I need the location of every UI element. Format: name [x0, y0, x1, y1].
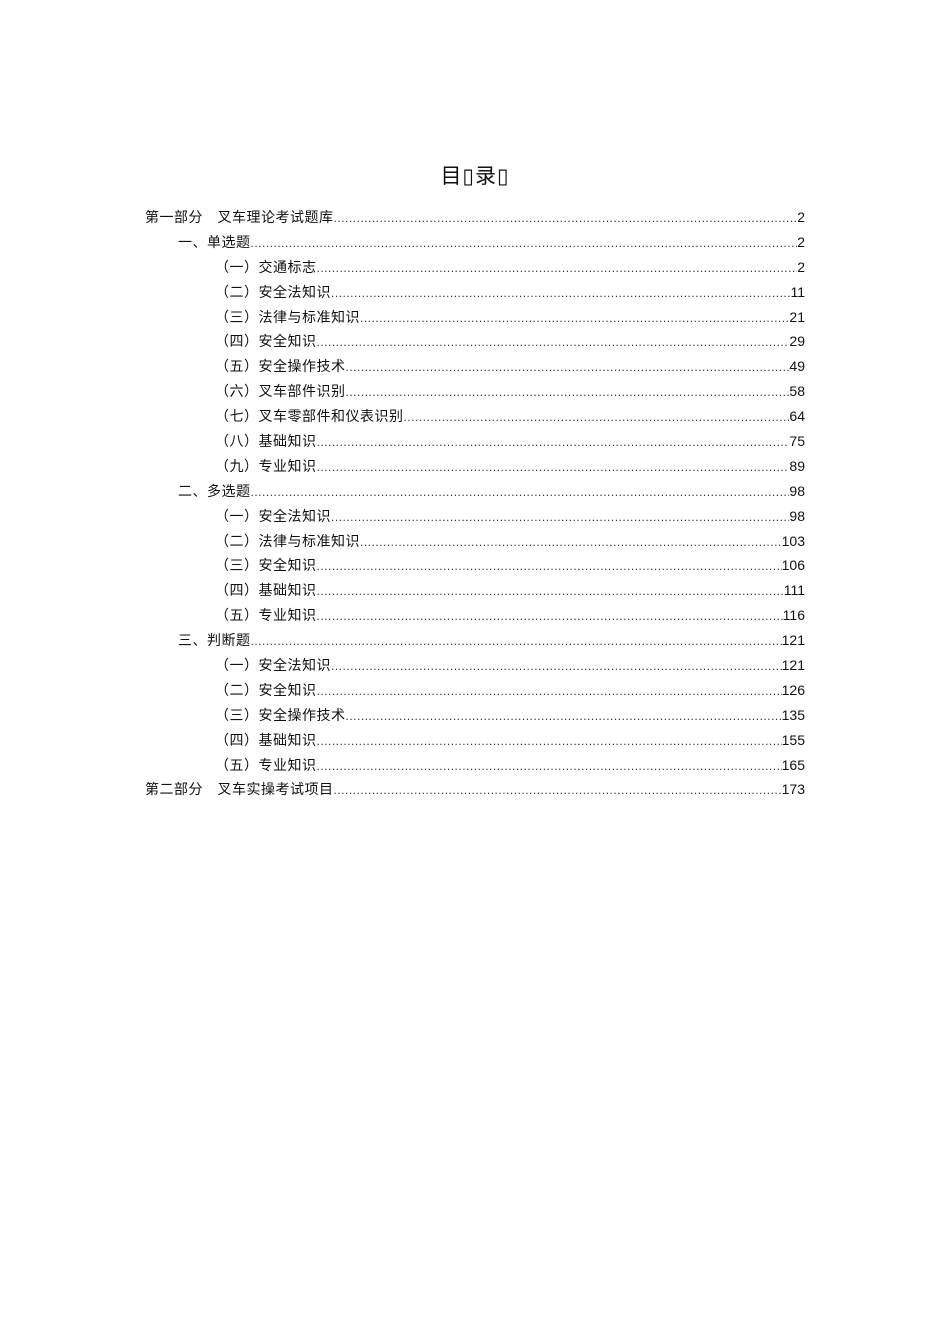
- toc-entry[interactable]: （三）安全知识 106: [145, 553, 805, 578]
- toc-entry[interactable]: （一）交通标志 2: [145, 255, 805, 280]
- toc-title: 目▯录▯: [440, 164, 510, 188]
- dot-leader: [317, 579, 784, 604]
- dot-leader: [317, 430, 790, 455]
- toc-entry-label: （四）安全知识: [215, 334, 317, 351]
- toc-entry-page: 21: [789, 308, 805, 325]
- toc-entry-page: 64: [789, 408, 805, 425]
- dot-leader: [331, 654, 782, 679]
- dot-leader: [317, 256, 798, 281]
- toc-entry-page: 116: [782, 607, 805, 624]
- dot-leader: [317, 754, 782, 779]
- toc-entry-label: （四）基础知识: [215, 732, 317, 749]
- dot-leader: [331, 505, 789, 530]
- toc-entry[interactable]: （六）叉车部件识别 58: [145, 379, 805, 404]
- toc-entry-label: （四）基础知识: [215, 583, 317, 600]
- toc-entry[interactable]: 第二部分 叉车实操考试项目 173: [145, 777, 805, 802]
- table-of-contents: 第一部分 叉车理论考试题库 2 一、单选题 2 （一）交通标志 2 （二）安全法知识 11 （三…: [145, 205, 805, 802]
- dot-leader: [334, 206, 798, 231]
- toc-entry-label: （一）交通标志: [215, 259, 317, 276]
- dot-leader: [331, 281, 790, 306]
- toc-entry[interactable]: （二）安全法知识 11: [145, 280, 805, 305]
- toc-entry-page: 2: [797, 209, 805, 225]
- toc-entry[interactable]: （二）法律与标准知识 103: [145, 529, 805, 554]
- dot-leader: [334, 778, 782, 803]
- toc-entry-label: 一、单选题: [178, 234, 251, 251]
- dot-leader: [317, 604, 783, 629]
- toc-entry-label: 第二部分 叉车实操考试项目: [145, 782, 334, 799]
- dot-leader: [404, 405, 790, 430]
- toc-entry[interactable]: （三）安全操作技术 135: [145, 703, 805, 728]
- dot-leader: [360, 530, 782, 555]
- toc-entry-page: 89: [789, 457, 805, 474]
- toc-entry-page: 126: [781, 681, 805, 698]
- toc-entry[interactable]: （八）基础知识 75: [145, 429, 805, 454]
- dot-leader: [346, 380, 790, 405]
- toc-entry-label: （二）法律与标准知识: [215, 533, 360, 550]
- toc-entry[interactable]: （九）专业知识 89: [145, 454, 805, 479]
- toc-entry[interactable]: （一）安全法知识 121: [145, 653, 805, 678]
- toc-entry[interactable]: 二、多选题 98: [145, 479, 805, 504]
- toc-entry-page: 103: [781, 532, 805, 549]
- dot-leader: [346, 355, 790, 380]
- toc-entry-label: （九）专业知识: [215, 458, 317, 475]
- toc-entry-page: 75: [789, 433, 805, 450]
- toc-entry-page: 106: [781, 557, 805, 574]
- toc-entry-label: （五）专业知识: [215, 608, 317, 625]
- toc-entry-page: 2: [797, 233, 805, 250]
- toc-entry-label: （二）安全法知识: [215, 284, 331, 301]
- dot-leader: [317, 455, 790, 480]
- dot-leader: [251, 629, 782, 654]
- toc-entry-page: 29: [789, 333, 805, 350]
- toc-entry[interactable]: （四）基础知识 111: [145, 578, 805, 603]
- toc-entry[interactable]: （七）叉车零部件和仪表识别 64: [145, 404, 805, 429]
- toc-entry[interactable]: （三）法律与标准知识 21: [145, 305, 805, 330]
- dot-leader: [251, 480, 790, 505]
- toc-entry[interactable]: （四）安全知识 29: [145, 329, 805, 354]
- dot-leader: [317, 330, 790, 355]
- toc-entry[interactable]: （五）专业知识 116: [145, 603, 805, 628]
- toc-entry-label: 三、判断题: [178, 633, 251, 650]
- toc-entry-page: 98: [789, 482, 805, 499]
- toc-entry-label: （七）叉车零部件和仪表识别: [215, 409, 404, 426]
- dot-leader: [346, 704, 782, 729]
- toc-entry-label: 二、多选题: [178, 483, 251, 500]
- toc-entry-page: 173: [781, 781, 805, 798]
- toc-entry-label: （一）安全法知识: [215, 508, 331, 525]
- dot-leader: [251, 231, 798, 256]
- toc-entry-page: 121: [781, 632, 805, 649]
- toc-entry-label: （三）安全操作技术: [215, 707, 346, 724]
- toc-entry[interactable]: （五）安全操作技术 49: [145, 354, 805, 379]
- toc-entry-label: （一）安全法知识: [215, 658, 331, 675]
- toc-entry[interactable]: （四）基础知识 155: [145, 728, 805, 753]
- toc-entry[interactable]: 第一部分 叉车理论考试题库 2: [145, 205, 805, 230]
- toc-entry-page: 165: [781, 756, 805, 773]
- toc-entry-label: 第一部分 叉车理论考试题库: [145, 210, 334, 226]
- dot-leader: [317, 679, 782, 704]
- toc-entry-label: （六）叉车部件识别: [215, 384, 346, 401]
- toc-entry-page: 111: [783, 582, 805, 599]
- toc-entry-page: 58: [789, 383, 805, 400]
- toc-entry-page: 98: [789, 507, 805, 524]
- toc-entry[interactable]: 三、判断题 121: [145, 628, 805, 653]
- dot-leader: [317, 729, 782, 754]
- toc-entry[interactable]: 一、单选题 2: [145, 230, 805, 255]
- toc-entry-label: （八）基础知识: [215, 434, 317, 451]
- toc-entry-page: 49: [789, 358, 805, 375]
- toc-entry-label: （五）安全操作技术: [215, 359, 346, 376]
- toc-entry[interactable]: （二）安全知识 126: [145, 678, 805, 703]
- toc-entry-label: （三）安全知识: [215, 558, 317, 575]
- toc-entry[interactable]: （五）专业知识 165: [145, 753, 805, 778]
- toc-entry-label: （五）专业知识: [215, 757, 317, 774]
- toc-entry[interactable]: （一）安全法知识 98: [145, 504, 805, 529]
- toc-entry-page: 121: [781, 657, 805, 674]
- toc-entry-label: （二）安全知识: [215, 682, 317, 699]
- toc-entry-page: 155: [781, 731, 805, 748]
- toc-entry-page: 135: [781, 706, 805, 723]
- toc-entry-page: 2: [797, 258, 805, 275]
- toc-entry-page: 11: [790, 283, 805, 300]
- dot-leader: [360, 306, 789, 331]
- dot-leader: [317, 554, 782, 579]
- toc-entry-label: （三）法律与标准知识: [215, 309, 360, 326]
